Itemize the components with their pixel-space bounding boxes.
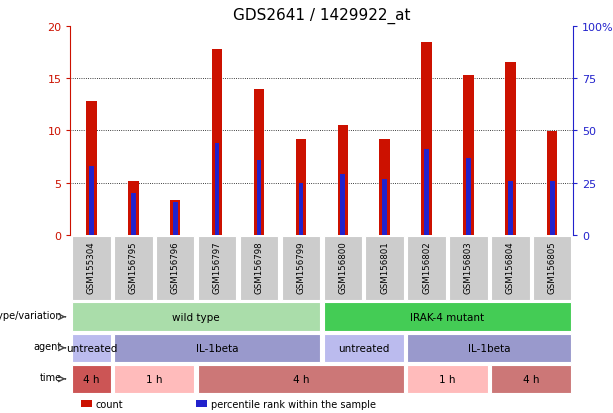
Text: count: count <box>96 399 123 409</box>
Bar <box>550 181 555 235</box>
Bar <box>89 166 94 235</box>
Text: IL-1beta: IL-1beta <box>468 343 511 353</box>
Text: IRAK-4 mutant: IRAK-4 mutant <box>411 312 484 322</box>
Text: GSM156800: GSM156800 <box>338 241 348 293</box>
Bar <box>212 50 223 235</box>
Bar <box>379 140 390 235</box>
Text: GSM156801: GSM156801 <box>380 241 389 293</box>
Text: GSM156805: GSM156805 <box>547 241 557 293</box>
Bar <box>198 365 404 393</box>
Bar <box>72 365 111 393</box>
Bar <box>338 126 348 235</box>
Text: GSM156799: GSM156799 <box>296 241 305 293</box>
Bar <box>365 237 404 300</box>
Text: GSM156795: GSM156795 <box>129 241 138 293</box>
Text: GSM156797: GSM156797 <box>213 241 222 293</box>
Bar <box>491 237 530 300</box>
Text: 1 h: 1 h <box>146 374 162 384</box>
Text: time: time <box>40 373 62 382</box>
Bar <box>508 181 512 235</box>
Bar <box>424 150 429 235</box>
Text: 4 h: 4 h <box>83 374 100 384</box>
Bar <box>215 144 219 235</box>
Text: GSM156804: GSM156804 <box>506 241 515 293</box>
Bar <box>198 237 237 300</box>
Bar <box>173 202 178 235</box>
Bar <box>196 400 207 407</box>
Text: wild type: wild type <box>172 312 220 322</box>
Text: 1 h: 1 h <box>440 374 455 384</box>
Text: IL-1beta: IL-1beta <box>196 343 238 353</box>
Bar <box>114 334 320 362</box>
Bar <box>156 237 194 300</box>
Bar <box>72 334 111 362</box>
Title: GDS2641 / 1429922_at: GDS2641 / 1429922_at <box>233 8 411 24</box>
Text: GSM155304: GSM155304 <box>87 241 96 293</box>
Bar <box>254 89 264 235</box>
Bar <box>421 43 432 235</box>
Text: genotype/variation: genotype/variation <box>0 311 62 320</box>
Text: untreated: untreated <box>66 343 117 353</box>
Bar <box>170 201 180 235</box>
Bar <box>281 237 320 300</box>
Bar <box>114 365 194 393</box>
Bar <box>80 400 91 407</box>
Bar <box>407 237 446 300</box>
Text: GSM156798: GSM156798 <box>254 241 264 293</box>
Bar <box>449 237 488 300</box>
Bar <box>295 140 306 235</box>
Bar <box>491 365 571 393</box>
Text: agent: agent <box>34 342 62 351</box>
Bar <box>324 237 362 300</box>
Bar <box>324 334 404 362</box>
Text: GSM156802: GSM156802 <box>422 241 431 293</box>
Text: 4 h: 4 h <box>523 374 539 384</box>
Bar <box>383 179 387 235</box>
Bar <box>533 237 571 300</box>
Bar <box>466 158 471 235</box>
Bar <box>299 183 303 235</box>
Bar <box>72 303 320 331</box>
Bar <box>128 181 139 235</box>
Bar <box>257 160 261 235</box>
Bar <box>114 237 153 300</box>
Bar <box>505 63 516 235</box>
Bar <box>463 76 474 235</box>
Bar <box>407 334 571 362</box>
Bar <box>72 237 111 300</box>
Text: untreated: untreated <box>338 343 389 353</box>
Bar <box>407 365 488 393</box>
Text: GSM156796: GSM156796 <box>170 241 180 293</box>
Bar <box>240 237 278 300</box>
Bar <box>86 102 97 235</box>
Bar <box>131 194 135 235</box>
Bar <box>340 175 345 235</box>
Text: percentile rank within the sample: percentile rank within the sample <box>211 399 376 409</box>
Bar <box>547 132 557 235</box>
Text: GSM156803: GSM156803 <box>464 241 473 293</box>
Text: 4 h: 4 h <box>292 374 309 384</box>
Bar <box>324 303 571 331</box>
